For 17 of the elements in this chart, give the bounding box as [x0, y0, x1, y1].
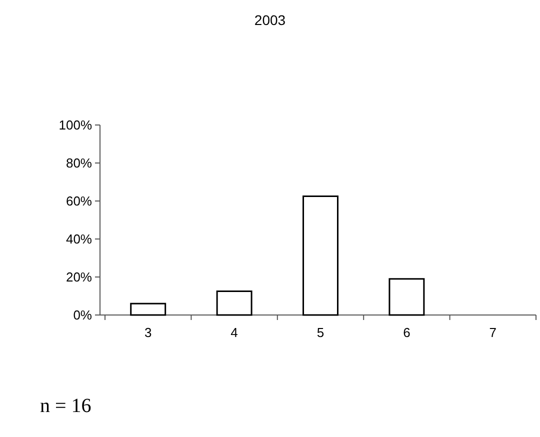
y-tick-label: 20% — [66, 270, 92, 285]
y-tick-label: 80% — [66, 156, 92, 171]
text: n = 16 — [40, 395, 92, 417]
y-tick-label: 60% — [66, 194, 92, 209]
x-tick-label: 6 — [403, 325, 410, 340]
bar — [216, 290, 252, 316]
y-tick-label: 100% — [58, 118, 92, 133]
bar — [302, 196, 338, 316]
bar — [130, 302, 166, 316]
y-tick-label: 0% — [73, 308, 92, 323]
x-tick-label: 3 — [144, 325, 152, 340]
y-tick-label: 40% — [66, 232, 92, 247]
x-tick-label: 7 — [489, 325, 497, 340]
x-tick-label: 5 — [316, 325, 324, 340]
chart-title: 2003 — [254, 12, 286, 28]
x-tick-label: 4 — [230, 325, 238, 340]
bar — [388, 278, 425, 316]
